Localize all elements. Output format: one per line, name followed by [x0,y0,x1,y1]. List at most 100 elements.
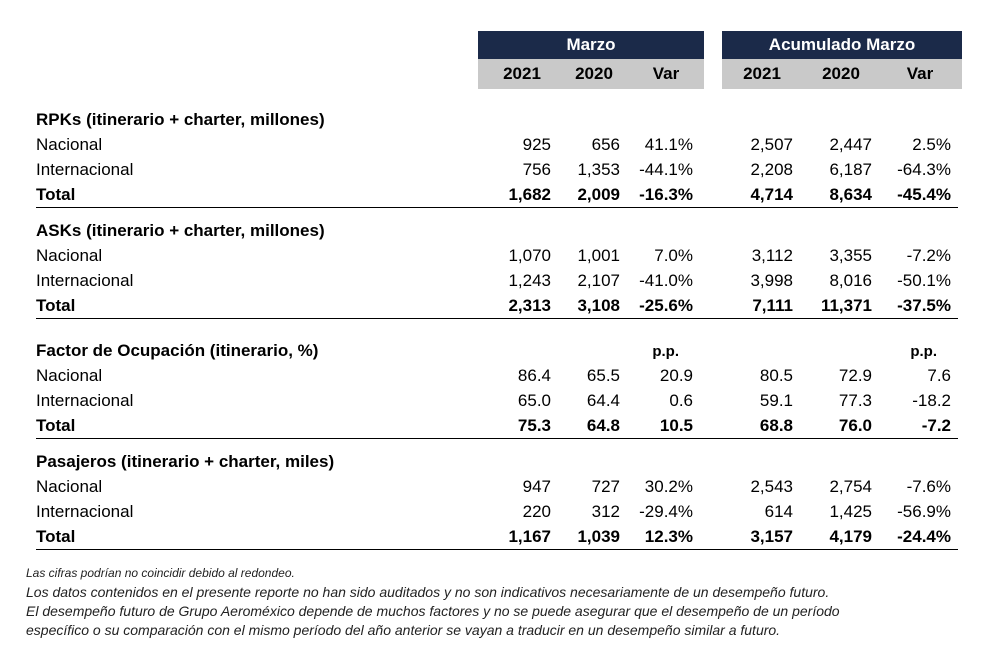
header-years-band-1 [478,59,704,89]
table-cell: 1,243 [508,271,551,290]
table-cell: 0.6 [669,391,693,410]
table-cell: 2,447 [829,135,872,154]
table-cell: 3,157 [750,527,793,546]
table-cell: 6,187 [829,160,872,179]
table-cell: 2,754 [829,477,872,496]
table-cell: 11,371 [820,296,872,315]
table-cell: 2,543 [750,477,793,496]
table-cell: 2,507 [750,135,793,154]
table-cell: -7.2 [921,416,951,435]
header-year-2020-marzo: 2020 [575,64,613,83]
table-cell: -7.6% [906,477,951,496]
table-cell: -24.4% [897,527,951,546]
total-underline [36,207,958,208]
table-cell: 76.0 [838,416,872,435]
table-cell: 64.8 [586,416,620,435]
header-var-marzo: Var [652,64,680,83]
note-unaudited: Los datos contenidos en el presente repo… [26,584,830,600]
table-cell: 7.6 [927,366,951,385]
table-cell: 12.3% [644,527,693,546]
total-underline [36,318,958,319]
table-cell: -29.4% [639,502,693,521]
table-cell: 2.5% [912,135,951,154]
table-cell: 41.1% [644,135,693,154]
table-cell: -16.3% [639,185,693,204]
row-label-total: Total [36,416,76,435]
total-underline [36,438,958,439]
table-cell: 4,714 [750,185,793,204]
table-cell: 3,998 [750,271,793,290]
table-cell: 68.8 [759,416,793,435]
table-cell: 947 [522,477,551,496]
table-cell: 3,108 [577,296,620,315]
table-cell: -56.9% [897,502,951,521]
table-cell: -64.3% [897,160,951,179]
table-cell: 7.0% [654,246,693,265]
table-cell: -41.0% [639,271,693,290]
note-rounding: Las cifras podrían no coincidir debido a… [26,566,295,580]
table-cell: 7,111 [752,296,793,315]
table-cell: 1,682 [508,185,551,204]
table-cell: 1,425 [829,502,872,521]
header-var-acum: Var [906,64,934,83]
table-cell: 1,353 [577,160,620,179]
table-cell: 64.4 [586,391,620,410]
pp-unit-label: p.p. [652,343,679,360]
row-label: Nacional [36,477,103,496]
table-cell: 75.3 [517,416,551,435]
table-cell: 77.3 [838,391,872,410]
table-cell: 2,107 [577,271,620,290]
table-cell: 10.5 [659,416,693,435]
table-cell: 20.9 [659,366,693,385]
row-label-total: Total [36,296,76,315]
header-acumulado-label: Acumulado Marzo [768,35,916,54]
table-cell: 8,016 [829,271,872,290]
header-acumulado: Acumulado Marzo [722,31,962,59]
header-year-2021-marzo: 2021 [503,64,541,83]
row-label: Internacional [36,271,134,290]
table-cell: 756 [522,160,551,179]
table-cell: 727 [591,477,620,496]
header-year-2021-acum: 2021 [743,64,781,83]
table-cell: 312 [591,502,620,521]
header-year-2020-acum: 2020 [822,64,860,83]
row-label: Nacional [36,366,103,385]
table-cell: 220 [522,502,551,521]
header-marzo-label: Marzo [566,35,616,54]
table-cell: 4,179 [829,527,872,546]
header-marzo: Marzo [478,31,704,59]
table-cell: -44.1% [639,160,693,179]
table-cell: -25.6% [639,296,693,315]
row-label: Internacional [36,160,134,179]
section-title: Pasajeros (itinerario + charter, miles) [36,452,335,471]
table-cell: 1,167 [508,527,551,546]
table-cell: 1,039 [577,527,620,546]
pp-unit-label: p.p. [910,343,937,360]
row-label: Nacional [36,135,103,154]
table-cell: 30.2% [644,477,693,496]
table-cell: 614 [764,502,793,521]
header-years-band-2 [722,59,962,89]
table-cell: 3,355 [829,246,872,265]
total-underline [36,549,958,550]
row-label: Internacional [36,391,134,410]
table-cell: 2,208 [750,160,793,179]
note-future-1: El desempeño futuro de Grupo Aeroméxico … [26,603,840,619]
table-cell: 86.4 [517,366,551,385]
table-cell: 80.5 [759,366,793,385]
table-cell: -50.1% [897,271,951,290]
table-cell: 2,313 [508,296,551,315]
table-cell: -45.4% [897,185,951,204]
row-label-total: Total [36,185,76,204]
table-cell: 8,634 [829,185,872,204]
table-cell: 72.9 [838,366,872,385]
table-cell: 1,001 [577,246,620,265]
table-cell: 65.0 [517,391,551,410]
note-future-2: específico o su comparación con el mismo… [26,622,781,638]
table-cell: -37.5% [897,296,951,315]
section-title: RPKs (itinerario + charter, millones) [36,110,325,129]
table-cell: -7.2% [906,246,951,265]
table-cell: 2,009 [577,185,620,204]
table-cell: 3,112 [751,246,793,265]
section-title: ASKs (itinerario + charter, millones) [36,221,325,240]
